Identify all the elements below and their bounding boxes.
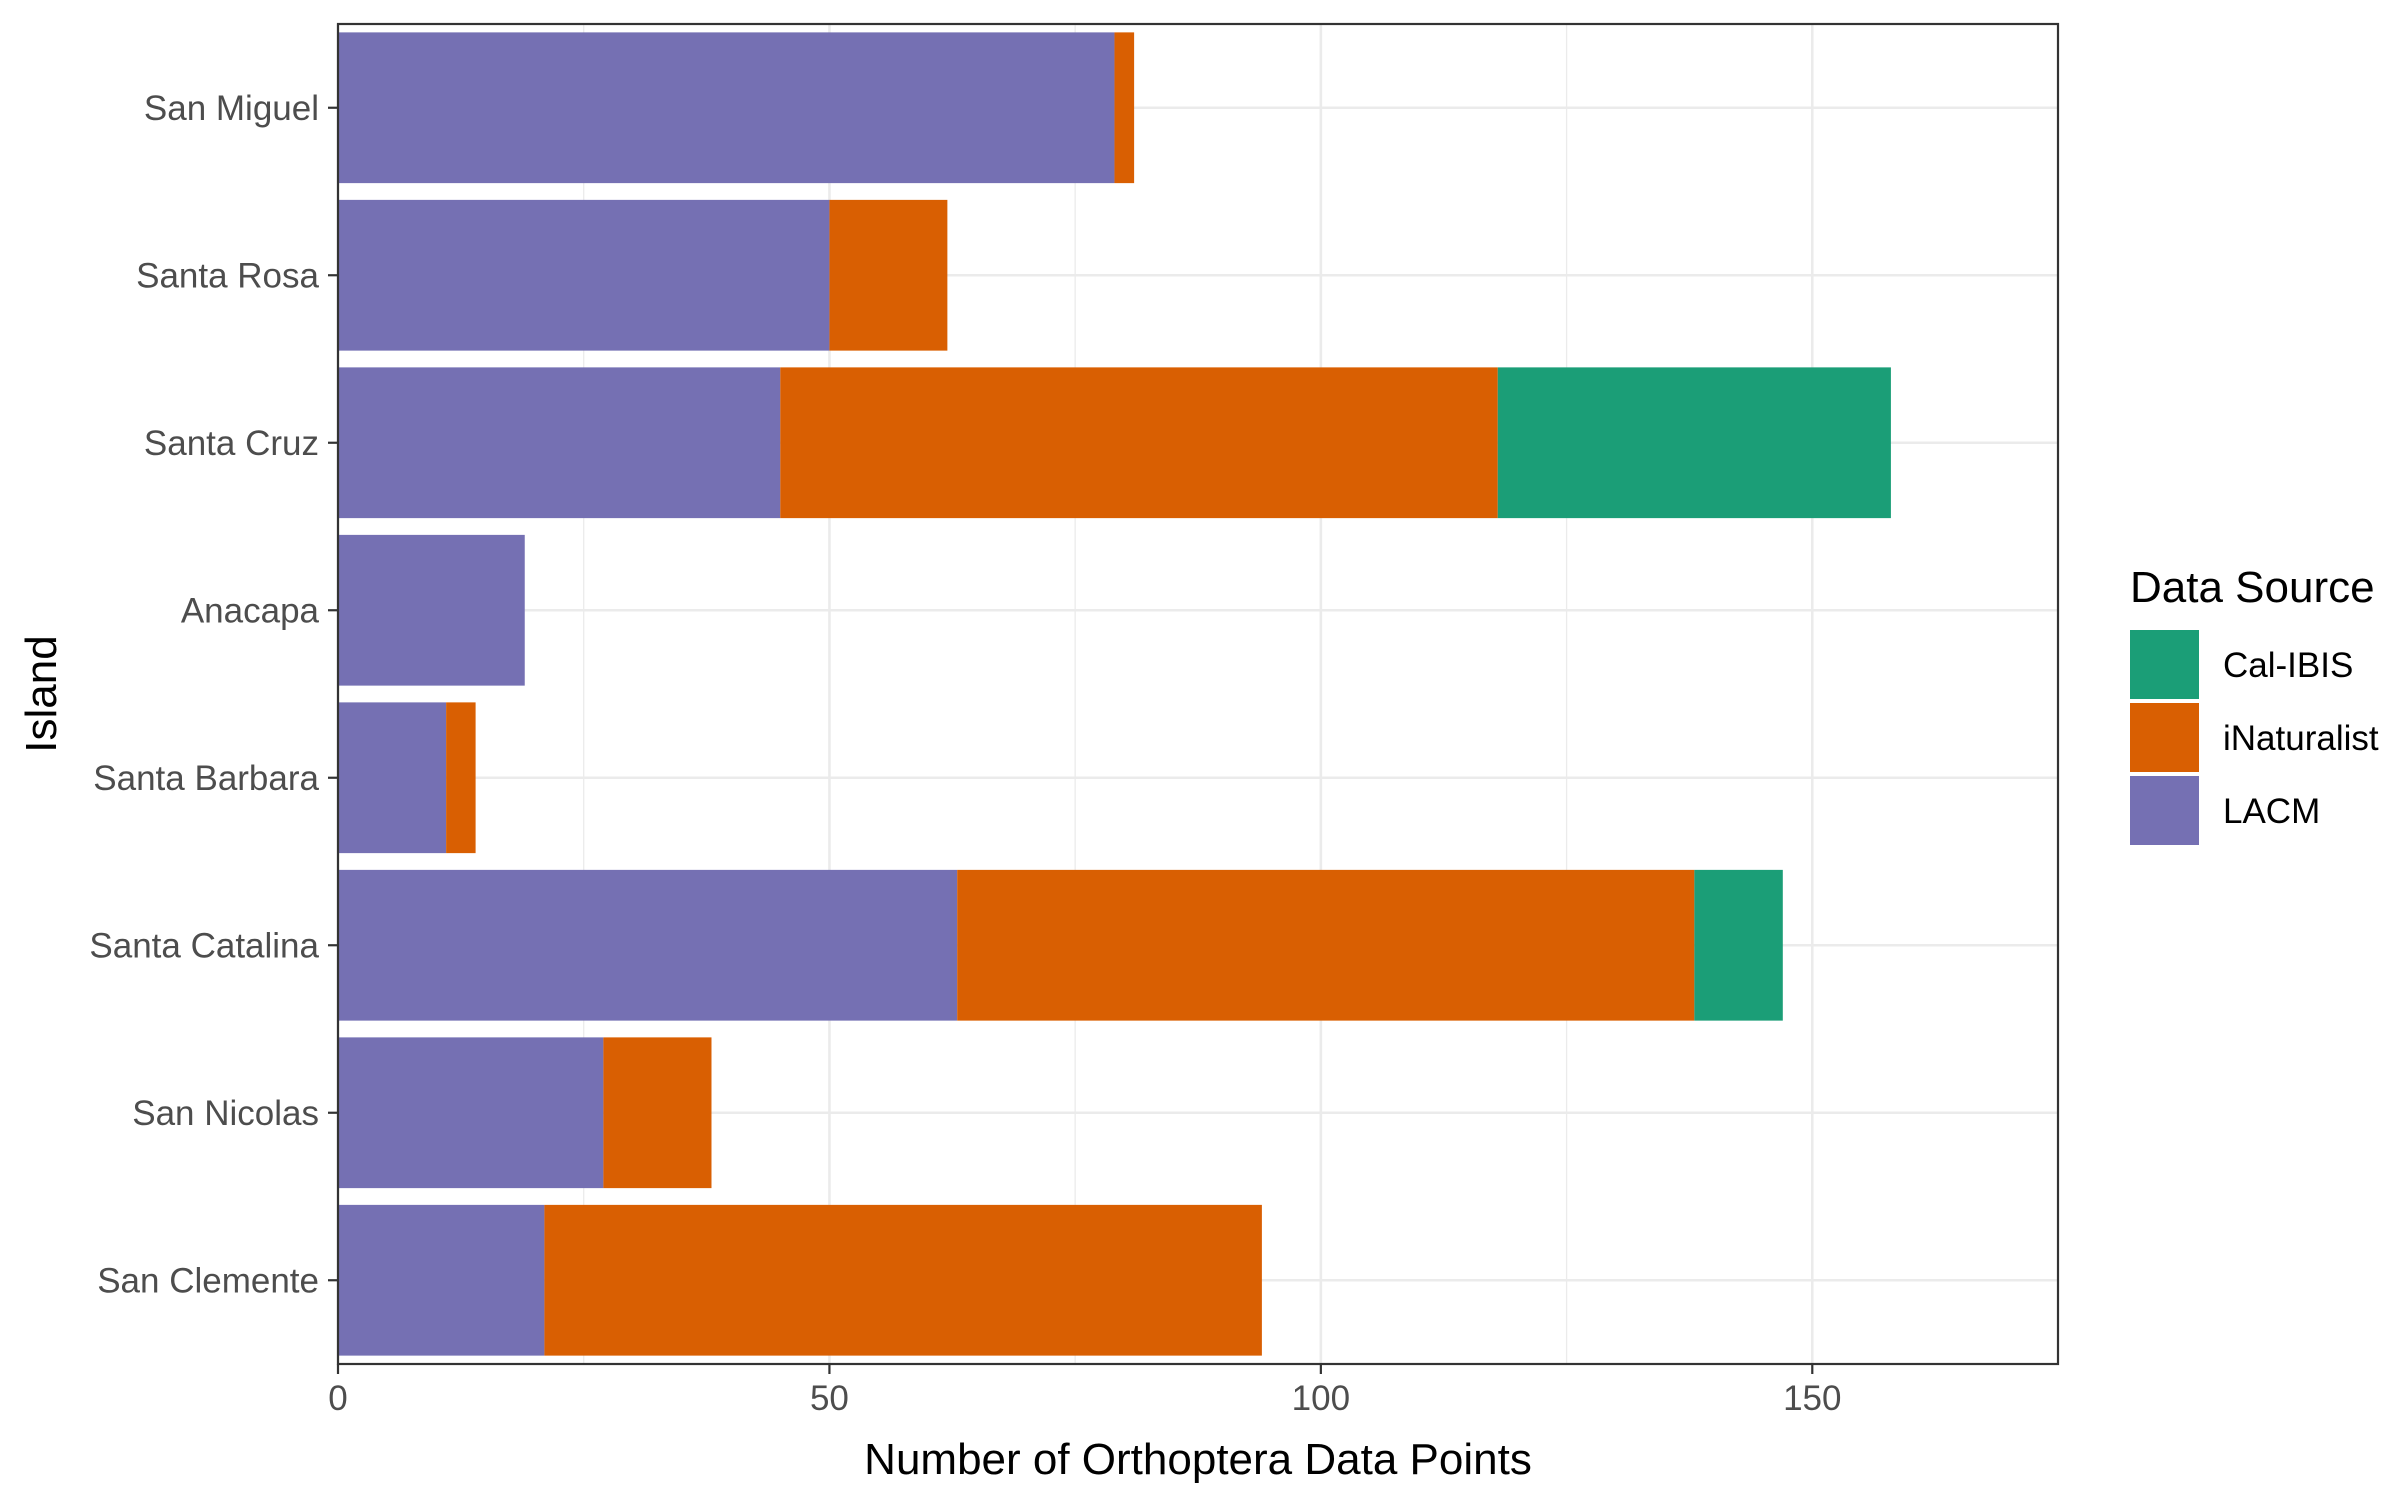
bars	[338, 32, 1891, 1356]
bar-segment	[338, 702, 447, 854]
bar-segment	[446, 702, 476, 854]
bar-segment	[338, 367, 781, 519]
y-tick-label: San Nicolas	[132, 1094, 319, 1133]
bar-segment	[338, 32, 1115, 184]
bar-segment	[1497, 367, 1891, 519]
legend-label: Cal-IBIS	[2223, 646, 2353, 685]
y-tick-label: San Clemente	[97, 1261, 319, 1300]
bar-segment	[338, 534, 525, 686]
legend: Data Source Cal-IBIS iNaturalist LACM	[2130, 563, 2379, 845]
legend-label: LACM	[2223, 792, 2320, 831]
bar-segment	[1694, 869, 1783, 1021]
bar-segment	[338, 199, 830, 351]
legend-key	[2130, 703, 2199, 772]
x-axis: 0 50 100 150	[328, 1364, 1841, 1418]
bar-segment	[1114, 32, 1135, 184]
bar-segment	[338, 869, 958, 1021]
bar-segment	[829, 199, 948, 351]
bar-segment	[957, 869, 1695, 1021]
bar-segment	[338, 1204, 545, 1356]
legend-title: Data Source	[2130, 563, 2375, 612]
y-axis-title: Island	[17, 635, 66, 752]
y-tick-label: Santa Barbara	[93, 759, 319, 798]
y-tick-label: Santa Cruz	[144, 424, 319, 463]
x-tick-label: 50	[810, 1379, 849, 1418]
x-tick-label: 150	[1783, 1379, 1841, 1418]
y-tick-label: Santa Catalina	[89, 926, 319, 965]
legend-key	[2130, 776, 2199, 845]
legend-key	[2130, 630, 2199, 699]
panel-border	[336, 22, 2060, 1366]
x-tick-label: 0	[328, 1379, 347, 1418]
bar-segment	[338, 1037, 604, 1189]
y-tick-label: Santa Rosa	[136, 256, 319, 295]
y-tick-label: Anacapa	[181, 591, 320, 630]
x-axis-title: Number of Orthoptera Data Points	[864, 1435, 1532, 1484]
bar-segment	[603, 1037, 712, 1189]
y-tick-label: San Miguel	[144, 89, 319, 128]
x-tick-label: 100	[1292, 1379, 1350, 1418]
bar-segment	[544, 1204, 1262, 1356]
bar-segment	[780, 367, 1498, 519]
legend-label: iNaturalist	[2223, 719, 2379, 758]
y-axis: San Miguel Santa Rosa Santa Cruz Anacapa San…	[89, 89, 338, 1300]
